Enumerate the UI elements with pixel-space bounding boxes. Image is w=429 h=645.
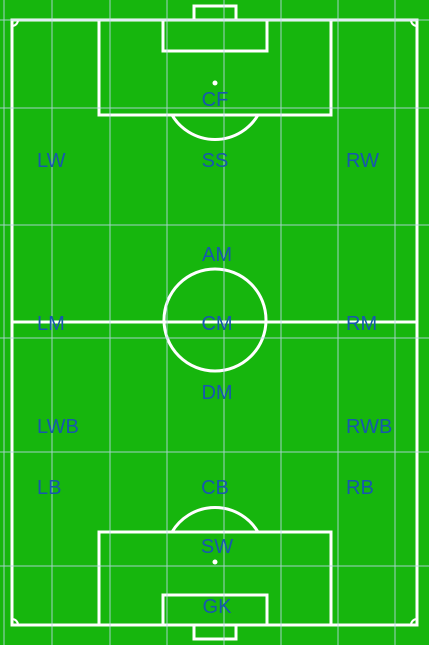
bottom-penalty-spot [212,559,218,565]
position-rw: RW [346,150,379,172]
position-sw: SW [201,536,233,558]
corner-arc-bottom-right [410,618,418,626]
position-cb: CB [201,477,229,499]
position-gk: GK [203,596,233,618]
position-rm: RM [346,313,377,335]
position-lm: LM [37,313,65,335]
position-dm: DM [201,382,232,404]
top-penalty-arc [170,114,260,141]
position-lb: LB [37,477,61,499]
position-ss: SS [202,150,229,172]
center-circle [162,267,268,373]
position-am: AM [202,244,232,266]
position-cm: CM [201,313,232,335]
bottom-penalty-arc [170,506,260,533]
position-lwb: LWB [37,416,79,438]
position-rb: RB [346,477,374,499]
position-labels: CF LW SS RW AM LM CM RM DM LWB RWB LB CB… [37,89,392,618]
corner-arc-bottom-left [11,618,19,626]
bottom-goal [192,623,238,641]
position-lw: LW [37,150,66,172]
pitch-markings [10,4,419,641]
position-rwb: RWB [346,416,392,438]
top-penalty-spot [212,80,218,86]
position-cf: CF [202,89,229,111]
